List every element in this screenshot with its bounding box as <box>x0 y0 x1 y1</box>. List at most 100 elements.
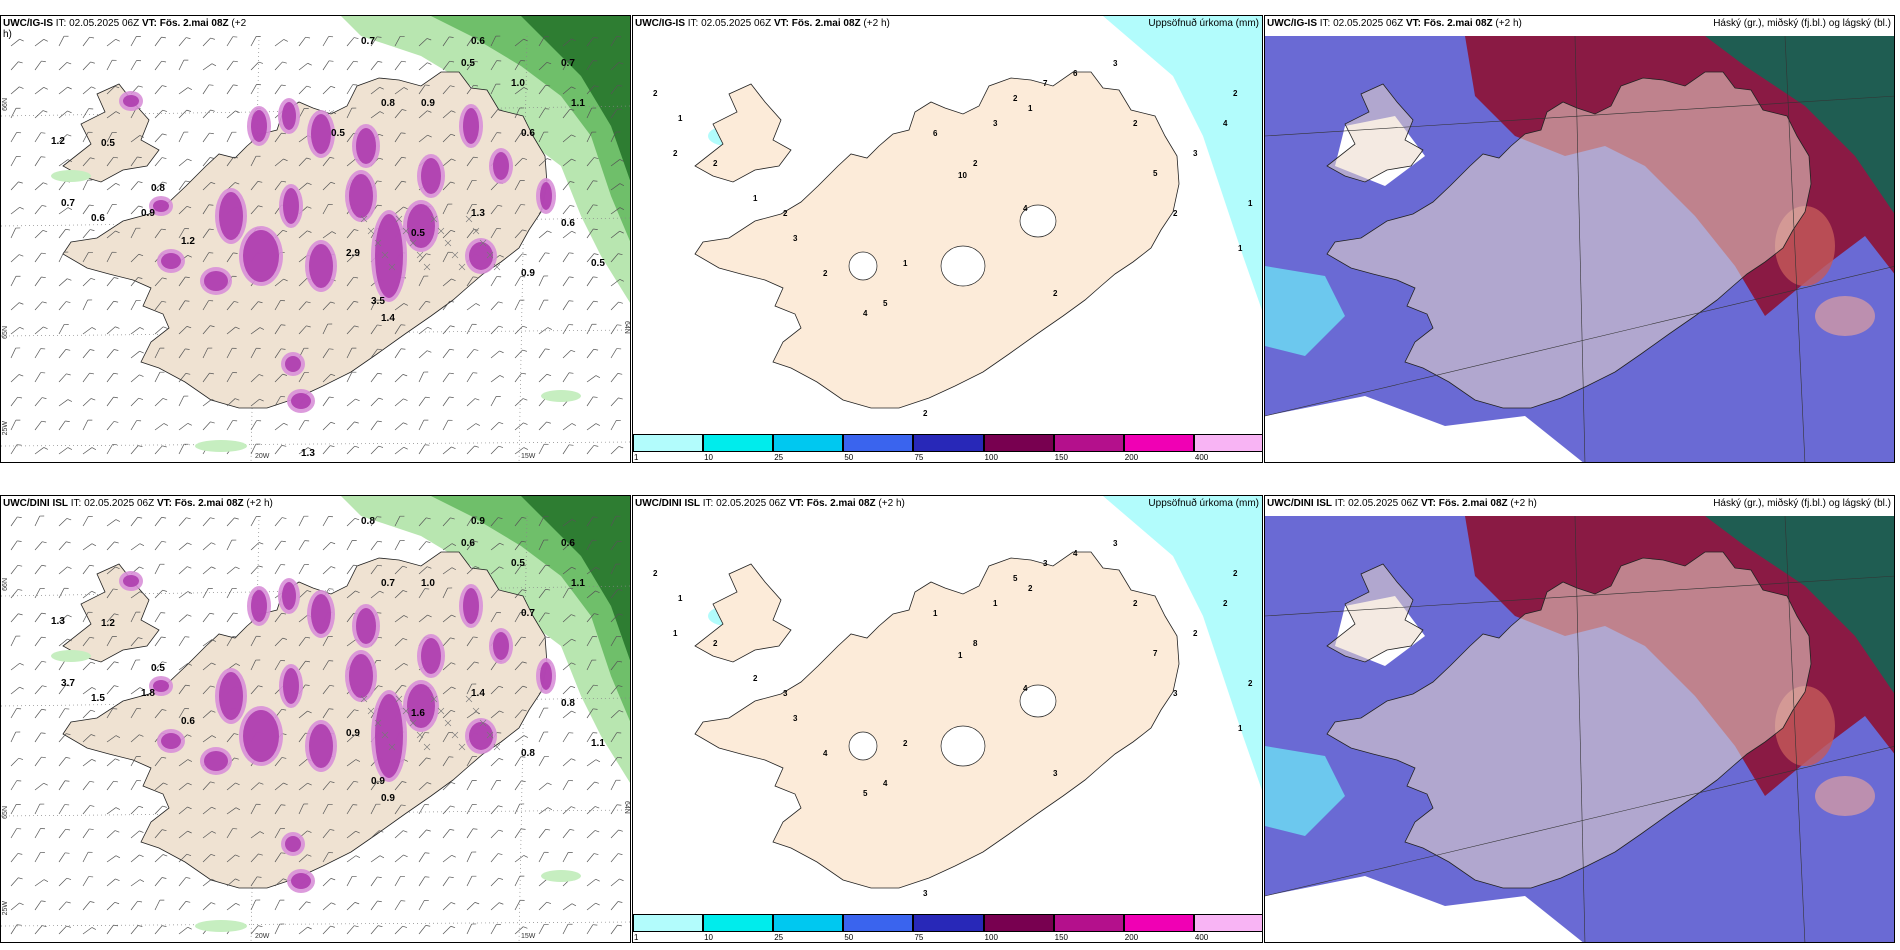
wind-barb <box>538 828 551 839</box>
wind-barb <box>58 86 72 95</box>
wind-barb <box>10 924 22 935</box>
wind-barb <box>178 517 191 527</box>
wind-barb <box>586 902 600 911</box>
wind-barb <box>106 780 119 791</box>
legend-swatch <box>913 914 984 932</box>
wind-barb <box>418 614 432 623</box>
wind-barb <box>10 804 21 815</box>
valid-time-label: VT: <box>788 498 807 509</box>
wind-barb <box>202 347 213 359</box>
precip-value-label: 1.4 <box>381 313 395 324</box>
wind-barb <box>58 62 72 71</box>
wind-barb <box>370 372 383 383</box>
wind-barb <box>178 591 193 599</box>
wind-barb <box>58 134 72 143</box>
wind-barb <box>418 110 432 119</box>
glacier-outline <box>1019 684 1057 718</box>
wind-barb <box>586 276 598 287</box>
wind-barb <box>514 179 525 191</box>
precip-value-label: 1 <box>753 194 758 203</box>
wind-barb <box>418 371 429 383</box>
wind-barb <box>538 782 552 791</box>
wind-barb <box>202 902 216 911</box>
wind-barb <box>202 710 216 719</box>
wind-barb <box>466 179 477 191</box>
wind-barb <box>82 299 93 311</box>
precip-legend: 1 10 25 50 75 100 150 200 400 <box>633 914 1262 942</box>
wind-barb <box>34 587 45 599</box>
wind-barb <box>154 133 167 143</box>
wind-barb <box>370 803 381 815</box>
wind-barb <box>298 230 312 239</box>
hatch-mark <box>381 731 389 739</box>
precip-value-label: 1 <box>678 594 683 603</box>
wind-barb <box>34 636 46 647</box>
wind-barb <box>10 589 23 599</box>
wind-barb <box>82 828 94 839</box>
wind-barb <box>418 804 430 815</box>
precip-value-label: 1.3 <box>51 616 65 627</box>
wind-barb <box>466 875 477 887</box>
wind-barb <box>322 803 333 815</box>
wind-barb <box>250 925 263 935</box>
wind-barb <box>466 372 478 383</box>
wind-barb <box>10 635 21 647</box>
convective-cell-core <box>469 722 493 750</box>
wind-barb <box>346 301 359 311</box>
lat-label-66n: 66N <box>2 98 9 111</box>
convective-cell-core <box>204 751 228 771</box>
precip-value-label: 0.5 <box>411 228 425 239</box>
wind-barb <box>274 300 285 311</box>
wind-barb <box>298 590 312 599</box>
wind-barb <box>490 710 504 719</box>
hatch-mark <box>423 743 431 751</box>
map-panel-dini-clouds: UWC/DINI ISL IT: 02.05.2025 06Z VT: Fös.… <box>1264 495 1895 943</box>
wind-barb <box>154 109 168 119</box>
map-panel-dini-wind-precip: UWC/DINI ISL IT: 02.05.2025 06Z VT: Fös.… <box>0 495 631 943</box>
panel-header: UWC/IG-IS IT: 02.05.2025 06Z VT: Fös. 2.… <box>635 18 890 29</box>
precip-value-label: 0.5 <box>151 663 165 674</box>
precip-value-label: 2 <box>1053 289 1058 298</box>
wind-barb <box>610 420 621 431</box>
wind-barb <box>346 421 359 431</box>
convective-cell-core <box>311 114 331 154</box>
mixed-cloud-layer <box>1705 36 1894 214</box>
wind-barb <box>10 613 23 623</box>
wind-barb <box>202 854 216 863</box>
wind-barb <box>538 61 552 71</box>
wind-barb <box>250 685 263 695</box>
wind-barb <box>250 347 261 359</box>
wind-barb <box>418 444 430 455</box>
hatch-mark <box>416 251 424 259</box>
precip-shade-light <box>195 920 247 932</box>
wind-barb <box>490 805 503 815</box>
wind-barb <box>514 229 527 239</box>
wind-barb <box>538 756 549 767</box>
wind-barb <box>274 852 286 863</box>
wind-barb <box>250 35 261 47</box>
wind-barb <box>226 636 238 647</box>
wind-barb <box>322 323 333 335</box>
wind-barb <box>538 901 552 911</box>
wind-barb <box>610 397 623 407</box>
model-name: UWC/IG-IS <box>635 18 685 29</box>
convective-cell-core <box>282 582 296 610</box>
wind-barb <box>562 372 574 383</box>
iceland-mainland <box>694 71 1180 409</box>
precip-value-label: 0.7 <box>561 58 575 69</box>
wind-barb <box>394 206 408 215</box>
wind-barb <box>274 612 287 623</box>
wind-barb <box>298 926 312 935</box>
wind-barb <box>322 684 335 695</box>
model-name: UWC/DINI ISL <box>1267 498 1332 509</box>
wind-barb <box>202 735 217 743</box>
wind-barb <box>82 86 96 95</box>
wind-barb <box>106 735 121 743</box>
legend-tick-label: 400 <box>1194 453 1209 462</box>
wind-barb <box>34 156 46 167</box>
wind-barb <box>130 925 143 935</box>
legend-swatch <box>843 914 914 932</box>
wind-barb <box>274 828 285 839</box>
wind-barb <box>322 925 335 935</box>
precip-value-label: 1.8 <box>141 688 155 699</box>
